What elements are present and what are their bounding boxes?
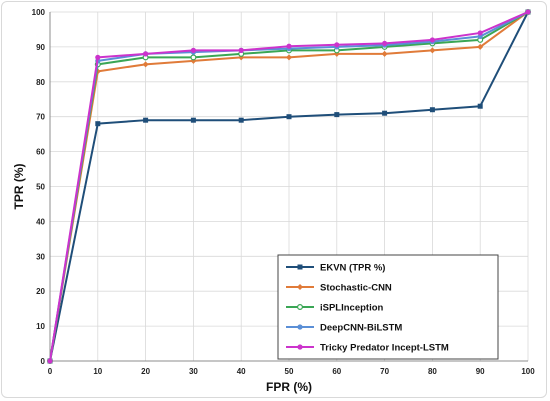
series-tricky-predator-incept-lstm	[47, 9, 531, 364]
data-point	[286, 54, 292, 61]
x-tick-label: 10	[93, 367, 102, 376]
legend-marker	[297, 264, 303, 270]
axes	[49, 12, 528, 362]
y-tick-labels: 0 10 20 30 40 50 60 70 80 90 100	[32, 8, 46, 366]
y-tick-label: 60	[36, 148, 45, 157]
data-point	[382, 110, 388, 116]
y-tick-label: 40	[36, 217, 45, 226]
data-point	[190, 47, 196, 53]
legend-marker	[297, 324, 303, 330]
legend-label: Stochastic-CNN	[320, 283, 392, 294]
legend-label: EKVN (TPR %)	[320, 263, 385, 274]
x-tick-label: 100	[521, 367, 535, 376]
data-point	[95, 121, 101, 127]
data-point	[429, 37, 435, 43]
data-point	[190, 117, 196, 123]
legend: EKVN (TPR %) Stochastic-CNN iSPLInception D…	[277, 254, 499, 360]
data-point	[95, 54, 101, 60]
x-tick-label: 60	[332, 367, 341, 376]
data-point	[286, 114, 292, 120]
data-point	[286, 43, 292, 49]
legend-box	[277, 254, 499, 360]
y-tick-label: 100	[32, 8, 46, 17]
data-point	[47, 358, 53, 364]
series-lines	[46, 9, 531, 365]
x-tick-labels: 0 10 20 30 40 50 60 70 80 90 100	[48, 367, 535, 376]
x-axis-title: FPR (%)	[266, 380, 312, 394]
x-tick-label: 50	[285, 367, 294, 376]
y-tick-label: 50	[36, 183, 45, 192]
y-tick-label: 30	[36, 252, 45, 261]
data-point	[477, 43, 484, 50]
y-tick-label: 0	[41, 357, 46, 366]
y-tick-label: 10	[36, 322, 45, 331]
data-point	[334, 112, 340, 118]
data-point	[477, 30, 483, 36]
y-axis-title: TPR (%)	[12, 164, 26, 210]
data-point	[525, 9, 531, 15]
data-point	[143, 117, 149, 123]
data-point	[429, 107, 435, 113]
data-point	[238, 47, 244, 53]
data-point	[190, 54, 197, 61]
data-point	[142, 61, 149, 68]
y-tick-label: 20	[36, 287, 45, 296]
legend-marker	[297, 344, 303, 350]
x-tick-label: 0	[48, 367, 53, 376]
data-point	[382, 40, 388, 47]
x-tick-label: 20	[141, 367, 150, 376]
x-tick-label: 40	[237, 367, 246, 376]
legend-label: Tricky Predator Incept-LSTM	[320, 343, 449, 354]
y-tick-label: 70	[36, 113, 45, 122]
data-point	[429, 47, 436, 54]
x-tick-label: 70	[380, 367, 389, 376]
data-point	[143, 51, 149, 57]
legend-label: DeepCNN-BiLSTM	[320, 323, 402, 334]
x-tick-label: 30	[189, 367, 198, 376]
data-point	[238, 117, 244, 123]
y-tick-label: 90	[36, 43, 45, 52]
y-tick-label: 80	[36, 78, 45, 87]
x-tick-label: 90	[476, 367, 485, 376]
legend-label: iSPLInception	[320, 303, 384, 314]
data-point	[334, 42, 340, 48]
data-point	[381, 50, 388, 57]
legend-marker	[297, 284, 303, 290]
data-point	[477, 103, 483, 109]
x-tick-label: 80	[428, 367, 437, 376]
legend-marker	[297, 304, 304, 311]
